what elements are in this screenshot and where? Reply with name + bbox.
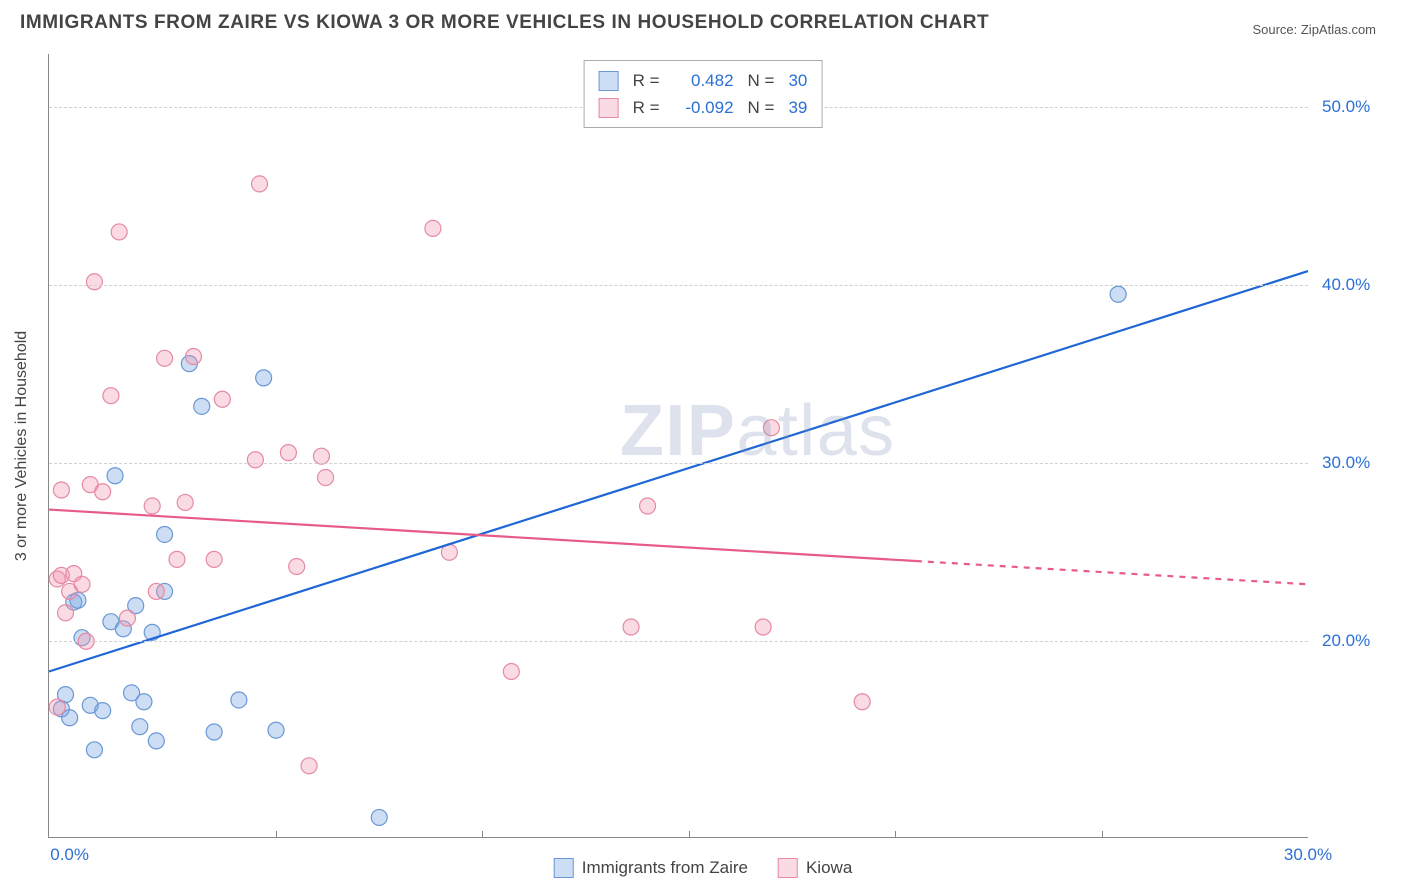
x-minor-tick — [895, 831, 896, 837]
scatter-point-kiowa — [206, 551, 222, 567]
n-label: N = — [748, 67, 775, 94]
x-minor-tick — [276, 831, 277, 837]
scatter-point-kiowa — [157, 350, 173, 366]
chart-title: IMMIGRANTS FROM ZAIRE VS KIOWA 3 OR MORE… — [20, 12, 989, 34]
scatter-point-kiowa — [185, 349, 201, 365]
source-attribution: Source: ZipAtlas.com — [1252, 22, 1376, 37]
scatter-point-zaire — [256, 370, 272, 386]
series-legend-item-zaire: Immigrants from Zaire — [554, 858, 748, 878]
scatter-point-kiowa — [640, 498, 656, 514]
gridline — [49, 463, 1308, 464]
scatter-point-zaire — [371, 809, 387, 825]
gridline — [49, 285, 1308, 286]
scatter-point-zaire — [86, 742, 102, 758]
scatter-point-kiowa — [623, 619, 639, 635]
scatter-point-zaire — [132, 719, 148, 735]
scatter-point-zaire — [268, 722, 284, 738]
scatter-point-kiowa — [280, 445, 296, 461]
correlation-legend-row-kiowa: R = -0.092 N = 39 — [599, 94, 808, 121]
y-tick-label: 40.0% — [1322, 275, 1382, 295]
y-axis-label: 3 or more Vehicles in Household — [13, 331, 31, 561]
series-legend-label: Kiowa — [806, 858, 852, 878]
y-tick-label: 50.0% — [1322, 97, 1382, 117]
series-legend-label: Immigrants from Zaire — [582, 858, 748, 878]
scatter-point-kiowa — [58, 605, 74, 621]
scatter-point-kiowa — [503, 664, 519, 680]
scatter-point-kiowa — [247, 452, 263, 468]
r-value: 0.482 — [674, 67, 734, 94]
scatter-point-kiowa — [313, 448, 329, 464]
scatter-point-kiowa — [177, 494, 193, 510]
scatter-point-kiowa — [144, 498, 160, 514]
scatter-point-zaire — [95, 703, 111, 719]
chart-plot-area: 20.0%30.0%40.0%50.0%0.0%30.0% — [48, 54, 1308, 838]
x-tick-label: 30.0% — [1284, 845, 1332, 865]
series-legend: Immigrants from Zaire Kiowa — [554, 858, 853, 878]
x-minor-tick — [1102, 831, 1103, 837]
n-value: 39 — [788, 94, 807, 121]
scatter-point-kiowa — [289, 559, 305, 575]
scatter-point-kiowa — [214, 391, 230, 407]
scatter-point-zaire — [206, 724, 222, 740]
r-value: -0.092 — [674, 94, 734, 121]
scatter-point-kiowa — [111, 224, 127, 240]
gridline — [49, 641, 1308, 642]
x-minor-tick — [689, 831, 690, 837]
scatter-point-zaire — [231, 692, 247, 708]
x-tick-label: 0.0% — [50, 845, 89, 865]
x-minor-tick — [482, 831, 483, 837]
chart-svg — [49, 54, 1308, 837]
scatter-point-kiowa — [95, 484, 111, 500]
legend-swatch-zaire — [554, 858, 574, 878]
series-legend-item-kiowa: Kiowa — [778, 858, 852, 878]
scatter-point-kiowa — [301, 758, 317, 774]
scatter-point-zaire — [148, 733, 164, 749]
scatter-point-kiowa — [854, 694, 870, 710]
scatter-point-kiowa — [755, 619, 771, 635]
scatter-point-kiowa — [86, 274, 102, 290]
scatter-point-zaire — [194, 398, 210, 414]
scatter-point-kiowa — [169, 551, 185, 567]
trendline-kiowa-extrapolated — [916, 561, 1308, 584]
scatter-point-kiowa — [119, 610, 135, 626]
scatter-point-kiowa — [148, 583, 164, 599]
scatter-point-kiowa — [74, 576, 90, 592]
scatter-point-kiowa — [53, 482, 69, 498]
y-tick-label: 30.0% — [1322, 453, 1382, 473]
legend-swatch-zaire — [599, 71, 619, 91]
n-label: N = — [748, 94, 775, 121]
scatter-point-zaire — [157, 526, 173, 542]
scatter-point-kiowa — [318, 470, 334, 486]
scatter-point-kiowa — [425, 220, 441, 236]
scatter-point-kiowa — [103, 388, 119, 404]
r-label: R = — [633, 67, 660, 94]
scatter-point-kiowa — [763, 420, 779, 436]
y-tick-label: 20.0% — [1322, 631, 1382, 651]
correlation-legend: R = 0.482 N = 30 R = -0.092 N = 39 — [584, 60, 823, 128]
scatter-point-kiowa — [252, 176, 268, 192]
scatter-point-zaire — [136, 694, 152, 710]
correlation-legend-row-zaire: R = 0.482 N = 30 — [599, 67, 808, 94]
scatter-point-zaire — [107, 468, 123, 484]
n-value: 30 — [788, 67, 807, 94]
scatter-point-kiowa — [49, 699, 65, 715]
legend-swatch-kiowa — [599, 98, 619, 118]
r-label: R = — [633, 94, 660, 121]
scatter-point-zaire — [1110, 286, 1126, 302]
trendline-zaire — [49, 271, 1308, 671]
legend-swatch-kiowa — [778, 858, 798, 878]
